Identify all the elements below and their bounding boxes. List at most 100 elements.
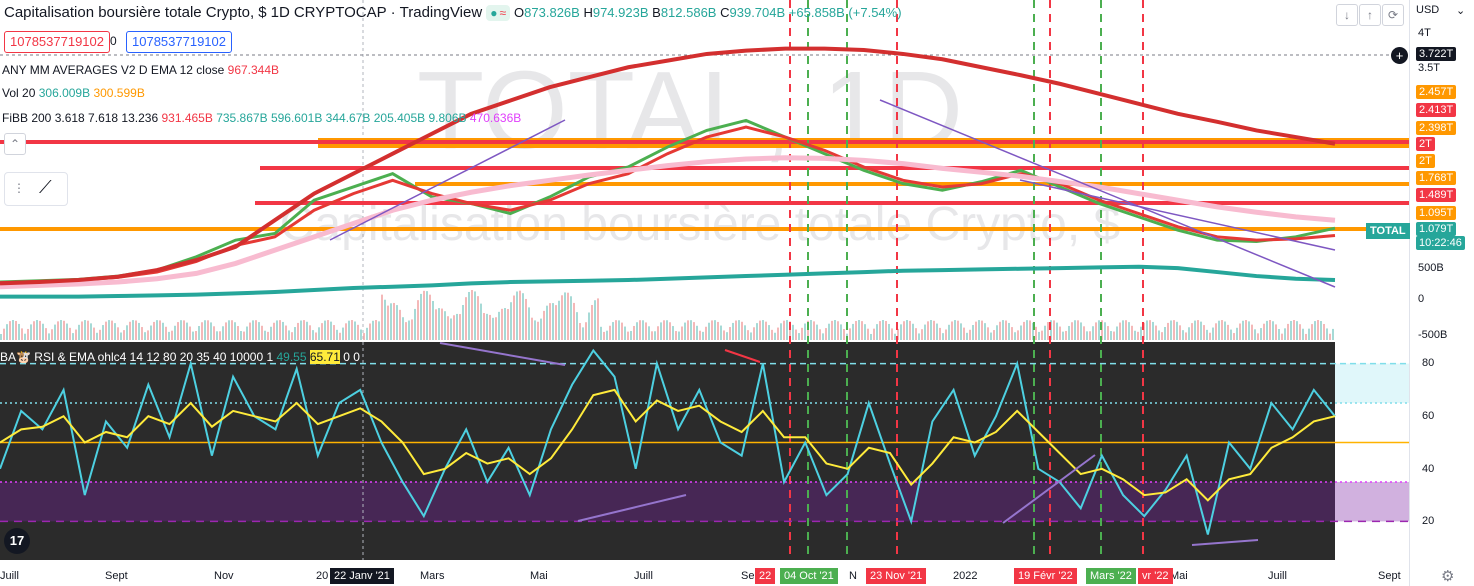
volume-bar [1008, 322, 1010, 340]
volume-bar [891, 328, 893, 340]
volume-bar [1137, 331, 1139, 340]
volume-bar [1161, 332, 1163, 340]
volume-bar [1071, 322, 1073, 340]
buy-price-box[interactable]: 1078537719102 [126, 31, 232, 53]
currency-label[interactable]: USD [1416, 4, 1440, 16]
volume-bar [666, 320, 668, 340]
x-tick: Juill [1268, 570, 1287, 582]
price-label: 1.489T [1416, 188, 1457, 202]
volume-bar [972, 325, 974, 340]
volume-bar [1011, 327, 1013, 340]
volume-bar [1179, 325, 1181, 340]
price-scale[interactable]: USD ⌄ 4T 3.5T 500B 0 -500B 3.722T 2.457T 2.413… [1409, 0, 1474, 586]
tradingview-logo-icon[interactable]: 17 [4, 528, 30, 554]
volume-bar [348, 320, 350, 340]
x-tick: Sept [1378, 570, 1401, 582]
volume-bar [243, 331, 245, 340]
volume-bar [492, 317, 494, 340]
volume-bar [129, 321, 131, 340]
chart-interval[interactable]: 1D [270, 4, 290, 21]
volume-bar [828, 323, 830, 340]
series-line-2 [0, 155, 1336, 290]
indicator-fibb[interactable]: FiBB 200 3.618 7.618 13.236 931.465B 735… [2, 111, 522, 125]
sell-price-box[interactable]: 1078537719102 [4, 31, 110, 53]
volume-bar [408, 320, 410, 340]
price-label: 2.457T [1416, 85, 1457, 99]
watermark-big: TOTAL, 1D [417, 49, 963, 172]
price-label: 2.413T [1416, 103, 1457, 117]
drawing-toolbar: ⋮ ⟋ [4, 172, 68, 206]
volume-bar [594, 300, 596, 340]
rsi-legend[interactable]: BA🐮 RSI & EMA ohlc4 14 12 80 20 35 40 10… [0, 350, 360, 364]
volume-bar [6, 324, 8, 340]
volume-bar [1014, 332, 1016, 340]
rsi-tick: 40 [1422, 463, 1435, 475]
x-tick: Juill [0, 570, 19, 582]
volume-bar [117, 327, 119, 340]
volume-bar [1059, 326, 1061, 340]
volume-bar [402, 317, 404, 340]
volume-bar [717, 321, 719, 340]
x-date-label: 22 [755, 568, 776, 584]
price-label: 2T [1416, 154, 1435, 168]
volume-bar [1281, 333, 1283, 340]
volume-bar [192, 331, 194, 340]
volume-bar [333, 325, 335, 340]
volume-bar [321, 323, 323, 340]
volume-bar [222, 326, 224, 340]
volume-bar [228, 320, 230, 340]
add-alert-icon[interactable]: + [1391, 47, 1408, 64]
volume-bar [750, 332, 752, 340]
volume-bar [546, 305, 548, 340]
chart-title[interactable]: Capitalisation boursière totale Crypto, … [4, 4, 267, 21]
volume-bar [792, 324, 794, 340]
chart-header: Capitalisation boursière totale Crypto, … [4, 4, 902, 21]
rsi-pane-bg [0, 342, 1335, 560]
volume-bar [1092, 326, 1094, 340]
volume-bar [504, 308, 506, 340]
restore-icon[interactable]: ⟳ [1382, 4, 1404, 26]
series-line-4 [0, 264, 1336, 299]
market-status-badge[interactable]: ● ≈ [486, 4, 511, 21]
volume-bar [969, 329, 971, 340]
price-tick: -500B [1418, 329, 1448, 341]
drag-handle-icon[interactable]: ⋮ [13, 181, 25, 195]
scroll-up-icon[interactable]: ↑ [1359, 4, 1381, 26]
volume-bar [1086, 331, 1088, 340]
volume-bar [393, 302, 395, 340]
volume-bar [282, 321, 284, 340]
volume-bar [1200, 321, 1202, 340]
collapse-indicators-icon[interactable]: ⌃ [4, 133, 26, 155]
volume-bar [465, 297, 467, 340]
rsi-divergence [724, 349, 761, 363]
volume-bar [924, 324, 926, 340]
volume-bar [18, 323, 20, 340]
volume-bar [879, 321, 881, 340]
price-label: 1.095T [1416, 206, 1457, 220]
volume-bar [849, 328, 851, 340]
volume-bar [1206, 329, 1208, 340]
indicator-vol[interactable]: Vol 20 306.009B 300.599B [2, 86, 145, 100]
volume-bar [657, 326, 659, 340]
volume-bar [984, 323, 986, 340]
volume-bar [1266, 320, 1268, 340]
volume-bar [213, 326, 215, 340]
volume-bar [1044, 325, 1046, 340]
volume-bar [888, 323, 890, 340]
currency-dropdown-icon[interactable]: ⌄ [1456, 5, 1466, 17]
settings-gear-icon[interactable]: ⚙ [1441, 568, 1455, 585]
indicator-ema[interactable]: ANY MM AVERAGES V2 D EMA 12 close 967.34… [2, 63, 280, 77]
volume-bar [54, 324, 56, 340]
volume-bar [756, 323, 758, 340]
volume-bar [1128, 322, 1130, 340]
scroll-down-icon[interactable]: ↓ [1336, 4, 1358, 26]
volume-bar [1002, 320, 1004, 340]
volume-bar [993, 330, 995, 340]
volume-bar [339, 332, 341, 340]
volume-bar [687, 320, 689, 340]
price-label: 2T [1416, 137, 1435, 151]
trend-line-icon[interactable]: ⟋ [39, 177, 52, 197]
volume-bar [186, 322, 188, 340]
volume-bar [1143, 322, 1145, 340]
x-date-label: 04 Oct '21 [780, 568, 838, 584]
